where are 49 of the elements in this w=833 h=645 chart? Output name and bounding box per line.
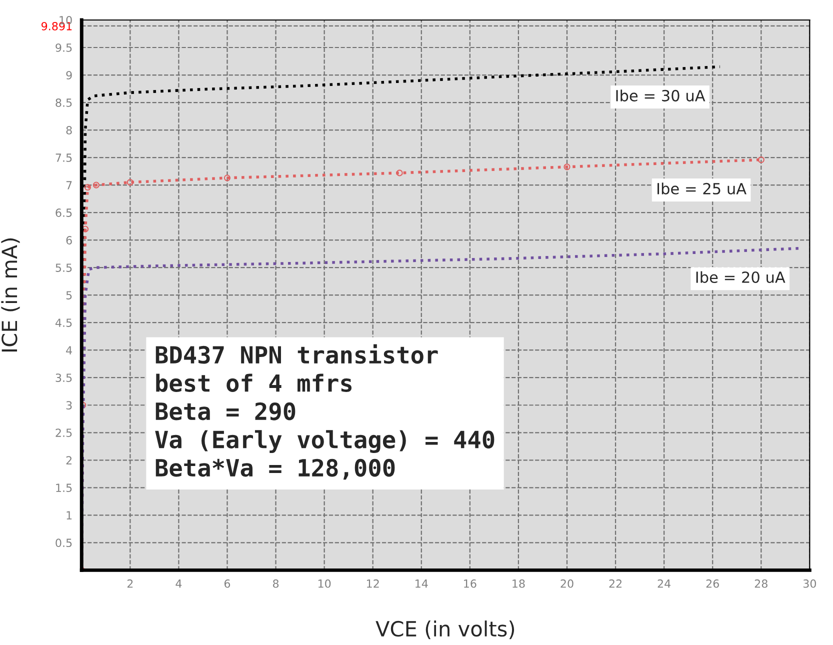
annotation: BD437 NPN transistor best of 4 mfrs Beta = 290 Va (Early voltage) = 440 Beta*Va = 128,000 bbox=[155, 344, 494, 480]
x-tick-label: 18 bbox=[512, 579, 525, 588]
y-tick-label: 3.5 bbox=[56, 374, 72, 382]
x-tick-label: 28 bbox=[754, 579, 768, 588]
x-tick-label: 24 bbox=[658, 579, 671, 588]
y-tick-label: 1.5 bbox=[56, 484, 72, 492]
x-axis-title: VCE (in volts) bbox=[376, 620, 514, 640]
point bbox=[758, 156, 764, 164]
point bbox=[126, 179, 134, 186]
y-tick-label: 9.5 bbox=[56, 43, 72, 52]
series-label: Ibe = 20 uA bbox=[696, 271, 786, 284]
y-tick-label: 9.891 bbox=[41, 22, 72, 30]
y-tick-label: 2 bbox=[66, 456, 72, 464]
series-label: Ibe = 25 uA bbox=[658, 182, 746, 194]
y-tick-label: 4 bbox=[66, 346, 72, 354]
y-tick-label: 9 bbox=[66, 70, 72, 80]
y-tick-label: 8.5 bbox=[56, 98, 72, 107]
x-tick-label: 22 bbox=[609, 579, 622, 588]
y-tick-label: 0.5 bbox=[56, 538, 72, 548]
point bbox=[564, 164, 570, 170]
x-tick-label: 26 bbox=[706, 579, 719, 588]
point bbox=[224, 174, 231, 182]
x-tick-label: 14 bbox=[416, 580, 428, 588]
x-tick-label: 16 bbox=[464, 579, 476, 588]
y-tick-label: 6.5 bbox=[56, 208, 72, 217]
y-tick-label: 5 bbox=[66, 291, 72, 300]
point bbox=[92, 182, 100, 188]
x-tick-label: 30 bbox=[803, 579, 816, 588]
y-tick-label: 3 bbox=[66, 401, 72, 410]
x-tick-label: 8 bbox=[272, 579, 279, 588]
y-tick-label: 5.5 bbox=[56, 264, 72, 272]
x-tick-label: 4 bbox=[176, 580, 182, 588]
point bbox=[84, 184, 91, 191]
x-tick-label: 12 bbox=[367, 579, 379, 588]
x-tick-label: 10 bbox=[318, 579, 331, 588]
y-tick-label: 8 bbox=[66, 126, 72, 134]
series-label: Ibe = 30 uA bbox=[616, 90, 706, 102]
y-axis-title: ICE (in mA) bbox=[1, 238, 20, 352]
y-tick-label: 4.5 bbox=[55, 318, 72, 327]
x-tick-label: 6 bbox=[224, 579, 230, 588]
point bbox=[396, 170, 403, 176]
y-tick-label: 7.5 bbox=[56, 154, 72, 162]
y-tick-label: 6 bbox=[66, 236, 72, 244]
y-tick-label: 10 bbox=[60, 16, 72, 24]
y-tick-label: 2.5 bbox=[56, 428, 72, 438]
y-tick-label: 1 bbox=[66, 511, 72, 520]
x-tick-label: 2 bbox=[127, 579, 133, 588]
x-tick-label: 20 bbox=[560, 579, 574, 588]
y-tick-label: 7 bbox=[66, 181, 72, 190]
